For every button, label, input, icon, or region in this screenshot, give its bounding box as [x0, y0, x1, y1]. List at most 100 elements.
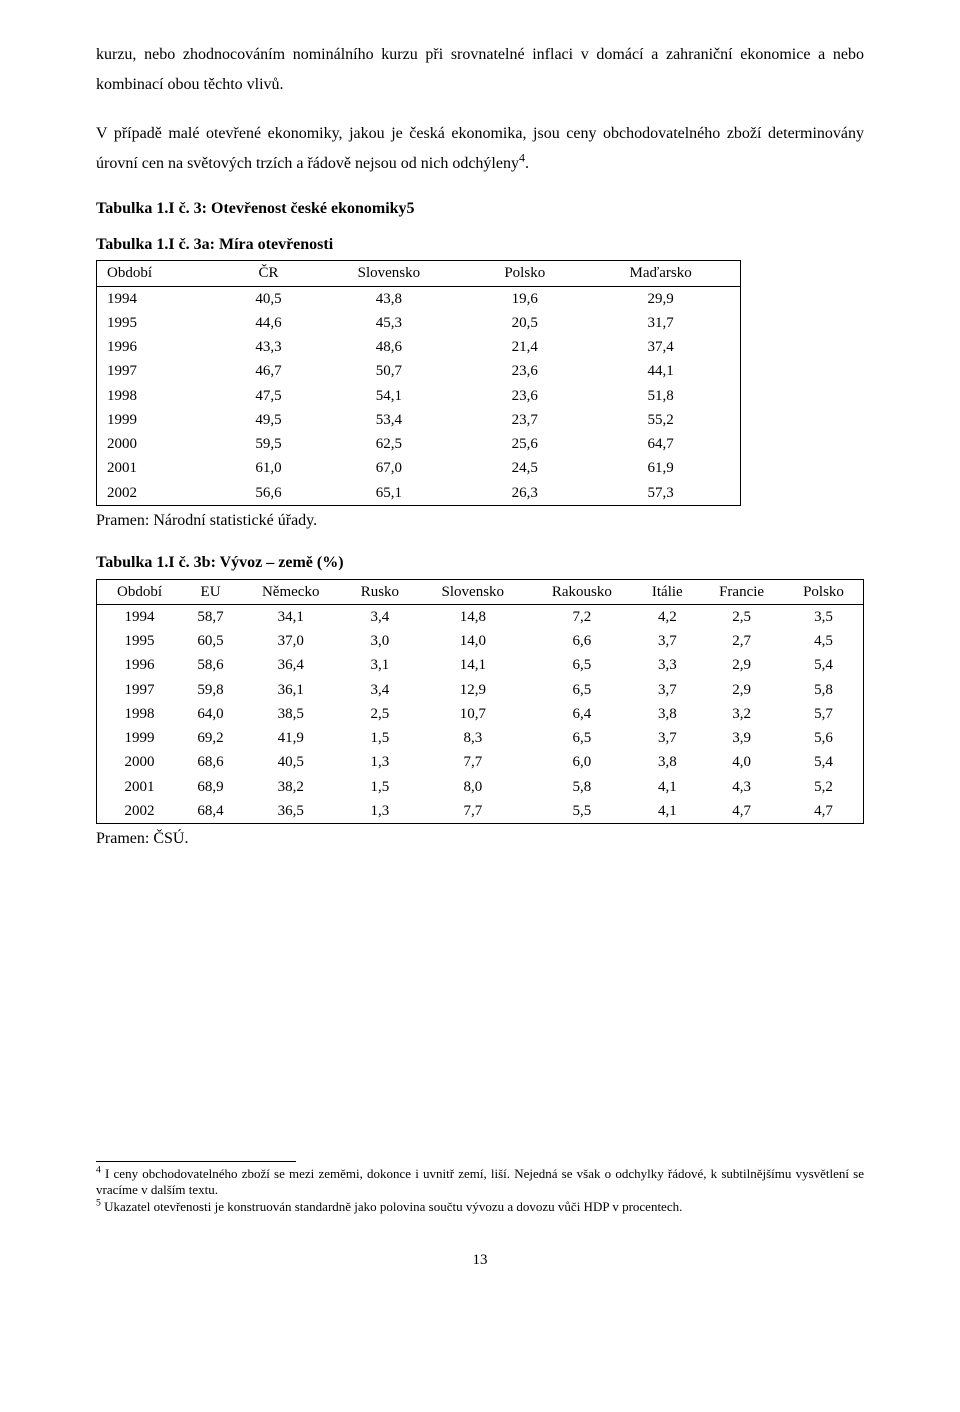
t3b-cell: 7,2 — [528, 604, 635, 629]
t3b-cell: 4,7 — [699, 799, 784, 824]
t3a-cell: 62,5 — [309, 432, 468, 456]
t3a-cell: 44,1 — [581, 359, 740, 383]
t3b-row: 199658,636,43,114,16,53,32,95,4 — [97, 653, 864, 677]
t3a-cell: 49,5 — [228, 408, 310, 432]
t3b-cell: 4,1 — [635, 799, 699, 824]
t3b-head-3: Rusko — [342, 579, 417, 604]
paragraph-2-text-b: . — [525, 155, 529, 172]
t3a-cell: 1998 — [97, 384, 228, 408]
t3a-cell: 37,4 — [581, 335, 740, 359]
t3b-cell: 2,5 — [342, 702, 417, 726]
t3b-cell: 59,8 — [182, 678, 239, 702]
t3b-cell: 3,5 — [784, 604, 864, 629]
t3b-cell: 4,3 — [699, 775, 784, 799]
t3b-cell: 4,0 — [699, 750, 784, 774]
t3a-cell: 67,0 — [309, 456, 468, 480]
paragraph-1: kurzu, nebo zhodnocováním nominálního ku… — [96, 40, 864, 101]
t3b-cell: 5,2 — [784, 775, 864, 799]
t3a-cell: 54,1 — [309, 384, 468, 408]
t3a-row: 199544,645,320,531,7 — [97, 311, 741, 335]
t3b-cell: 6,6 — [528, 629, 635, 653]
footnotes: 4 I ceny obchodovatelného zboží se mezi … — [96, 1166, 864, 1217]
t3a-row: 199746,750,723,644,1 — [97, 359, 741, 383]
t3a-row: 200256,665,126,357,3 — [97, 481, 741, 506]
t3a-cell: 23,7 — [468, 408, 581, 432]
table-3a-title: Tabulka 1.I č. 3a: Míra otevřenosti — [96, 234, 864, 256]
t3a-cell: 44,6 — [228, 311, 310, 335]
t3a-cell: 48,6 — [309, 335, 468, 359]
t3b-cell: 3,8 — [635, 702, 699, 726]
t3b-row: 199458,734,13,414,87,24,22,53,5 — [97, 604, 864, 629]
t3b-cell: 36,4 — [239, 653, 342, 677]
t3b-cell: 4,5 — [784, 629, 864, 653]
t3b-cell: 5,6 — [784, 726, 864, 750]
t3b-row: 200268,436,51,37,75,54,14,74,7 — [97, 799, 864, 824]
t3b-cell: 5,4 — [784, 653, 864, 677]
t3a-cell: 29,9 — [581, 286, 740, 311]
t3a-cell: 65,1 — [309, 481, 468, 506]
t3b-cell: 38,5 — [239, 702, 342, 726]
t3b-cell: 38,2 — [239, 775, 342, 799]
t3a-cell: 1994 — [97, 286, 228, 311]
t3b-cell: 14,1 — [417, 653, 528, 677]
t3b-row: 199759,836,13,412,96,53,72,95,8 — [97, 678, 864, 702]
t3b-row: 200168,938,21,58,05,84,14,35,2 — [97, 775, 864, 799]
t3a-row: 199643,348,621,437,4 — [97, 335, 741, 359]
t3b-cell: 14,8 — [417, 604, 528, 629]
t3b-cell: 4,2 — [635, 604, 699, 629]
t3b-cell: 3,4 — [342, 604, 417, 629]
t3b-cell: 64,0 — [182, 702, 239, 726]
t3b-cell: 3,0 — [342, 629, 417, 653]
t3b-cell: 36,5 — [239, 799, 342, 824]
t3a-cell: 61,9 — [581, 456, 740, 480]
t3b-head-8: Polsko — [784, 579, 864, 604]
t3a-cell: 2002 — [97, 481, 228, 506]
t3a-cell: 46,7 — [228, 359, 310, 383]
t3b-cell: 41,9 — [239, 726, 342, 750]
t3b-cell: 40,5 — [239, 750, 342, 774]
table-3-title-a: Tabulka 1.I č. 3: Otevřenost české ekono… — [96, 198, 864, 220]
t3b-cell: 34,1 — [239, 604, 342, 629]
t3b-cell: 5,8 — [784, 678, 864, 702]
footnote-5-text: Ukazatel otevřenosti je konstruován stan… — [101, 1199, 682, 1214]
t3a-cell: 53,4 — [309, 408, 468, 432]
t3b-cell: 1996 — [97, 653, 183, 677]
t3b-cell: 7,7 — [417, 750, 528, 774]
t3b-cell: 3,7 — [635, 629, 699, 653]
t3b-cell: 3,8 — [635, 750, 699, 774]
t3a-cell: 43,3 — [228, 335, 310, 359]
t3a-cell: 1996 — [97, 335, 228, 359]
t3a-cell: 57,3 — [581, 481, 740, 506]
t3a-head-3: Polsko — [468, 261, 581, 286]
t3a-cell: 24,5 — [468, 456, 581, 480]
t3b-cell: 36,1 — [239, 678, 342, 702]
t3a-head-0: Období — [97, 261, 228, 286]
t3b-cell: 3,7 — [635, 726, 699, 750]
t3b-cell: 69,2 — [182, 726, 239, 750]
t3b-cell: 5,5 — [528, 799, 635, 824]
t3b-cell: 2,9 — [699, 653, 784, 677]
t3b-head-2: Německo — [239, 579, 342, 604]
t3a-cell: 23,6 — [468, 359, 581, 383]
t3a-cell: 2001 — [97, 456, 228, 480]
t3b-cell: 1997 — [97, 678, 183, 702]
t3b-cell: 12,9 — [417, 678, 528, 702]
t3b-cell: 1,3 — [342, 750, 417, 774]
t3a-cell: 55,2 — [581, 408, 740, 432]
t3a-head-1: ČR — [228, 261, 310, 286]
t3b-cell: 6,5 — [528, 653, 635, 677]
t3b-cell: 1,5 — [342, 775, 417, 799]
t3b-row: 200068,640,51,37,76,03,84,05,4 — [97, 750, 864, 774]
t3b-cell: 58,6 — [182, 653, 239, 677]
t3b-cell: 2000 — [97, 750, 183, 774]
t3a-cell: 47,5 — [228, 384, 310, 408]
t3b-cell: 60,5 — [182, 629, 239, 653]
t3b-cell: 1,5 — [342, 726, 417, 750]
t3a-row: 199440,543,819,629,9 — [97, 286, 741, 311]
t3b-cell: 8,3 — [417, 726, 528, 750]
t3a-cell: 50,7 — [309, 359, 468, 383]
t3a-row: 199949,553,423,755,2 — [97, 408, 741, 432]
t3b-cell: 2,7 — [699, 629, 784, 653]
t3b-cell: 3,1 — [342, 653, 417, 677]
t3b-head-6: Itálie — [635, 579, 699, 604]
